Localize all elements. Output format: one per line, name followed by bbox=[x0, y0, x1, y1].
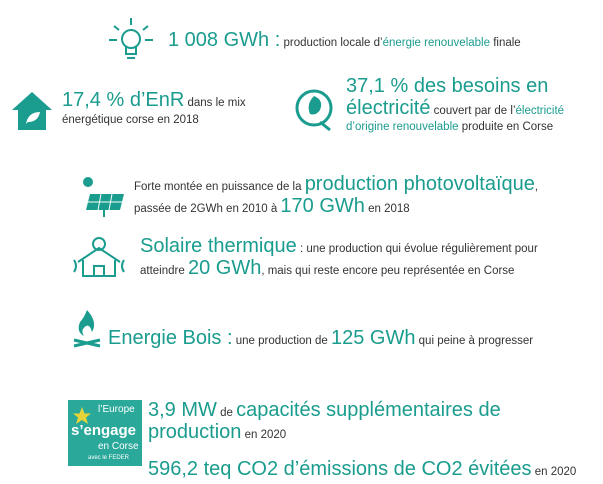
plug-icon bbox=[295, 89, 333, 132]
house-icon bbox=[12, 92, 52, 130]
solar-panel-icon bbox=[83, 177, 124, 217]
highlight: 3,9 MW bbox=[148, 399, 217, 421]
text: Forte montée en puissance de la bbox=[134, 181, 305, 193]
europe-logo: l’Europe s’engage en Corse avec le FEDER bbox=[68, 400, 142, 466]
item-8: 596,2 teq CO2 d’émissions de CO2 évitées… bbox=[148, 459, 603, 481]
logo-text: s’engage bbox=[71, 422, 137, 439]
solar-thermal-icon bbox=[73, 237, 125, 277]
text: en 2020 bbox=[241, 428, 287, 441]
highlight: 596,2 teq CO2 d’émissions de CO2 évitées bbox=[148, 458, 532, 480]
item-6: Energie Bois : une production de 125 GWh… bbox=[108, 328, 588, 350]
text: en 2018 bbox=[364, 202, 410, 215]
item-5: Solaire thermique : une production qui é… bbox=[140, 236, 580, 279]
highlight: 20 GWh bbox=[187, 256, 262, 279]
fire-icon bbox=[73, 310, 101, 348]
text: production locale d’ bbox=[280, 37, 383, 49]
item-1: 1 008 GWh : production locale d’énergie … bbox=[168, 30, 588, 52]
highlight: 37,1 % des besoins en électricité bbox=[346, 75, 549, 119]
text: une production de bbox=[232, 335, 331, 347]
highlight: production photovoltaïque bbox=[304, 173, 535, 195]
bulb-icon bbox=[109, 18, 153, 59]
logo-text: l’Europe bbox=[98, 404, 135, 415]
logo-text: en Corse bbox=[98, 441, 139, 452]
star-icon bbox=[73, 407, 91, 424]
logo-text: avec le FEDER bbox=[88, 455, 130, 461]
text: électricité d’origine renouvelable bbox=[346, 104, 565, 134]
text: qui peine à progresser bbox=[415, 335, 534, 347]
highlight: Energie Bois : bbox=[108, 327, 233, 349]
highlight: capacités supplémentaires de production bbox=[148, 399, 501, 443]
text: couvert par de l’ bbox=[430, 104, 516, 117]
highlight: 125 GWh bbox=[330, 327, 416, 349]
text: , mais qui reste encore peu représentée … bbox=[261, 264, 515, 277]
text: de bbox=[216, 407, 237, 419]
text: en 2020 bbox=[531, 466, 577, 478]
text: : une production qui évolue régulièremen… bbox=[140, 243, 538, 277]
item-4: Forte montée en puissance de la producti… bbox=[134, 174, 574, 217]
text: produite en Corse bbox=[458, 121, 554, 134]
text: énergie renouvelable bbox=[382, 37, 490, 49]
highlight: 1 008 GWh : bbox=[168, 29, 281, 51]
item-2: 17,4 % d’EnR dans le mix énergétique cor… bbox=[62, 90, 282, 128]
item-7: 3,9 MW de capacités supplémentaires de p… bbox=[148, 400, 568, 443]
highlight: Solaire thermique bbox=[140, 235, 297, 257]
highlight: 170 GWh bbox=[280, 194, 365, 217]
text: , passée de 2GWh en 2010 à bbox=[134, 181, 539, 215]
item-3: 37,1 % des besoins en électricité couver… bbox=[346, 76, 601, 136]
highlight: 17,4 % d’EnR bbox=[62, 89, 185, 111]
text: finale bbox=[490, 37, 521, 49]
text: dans le mix énergétique corse en 2018 bbox=[62, 97, 246, 126]
